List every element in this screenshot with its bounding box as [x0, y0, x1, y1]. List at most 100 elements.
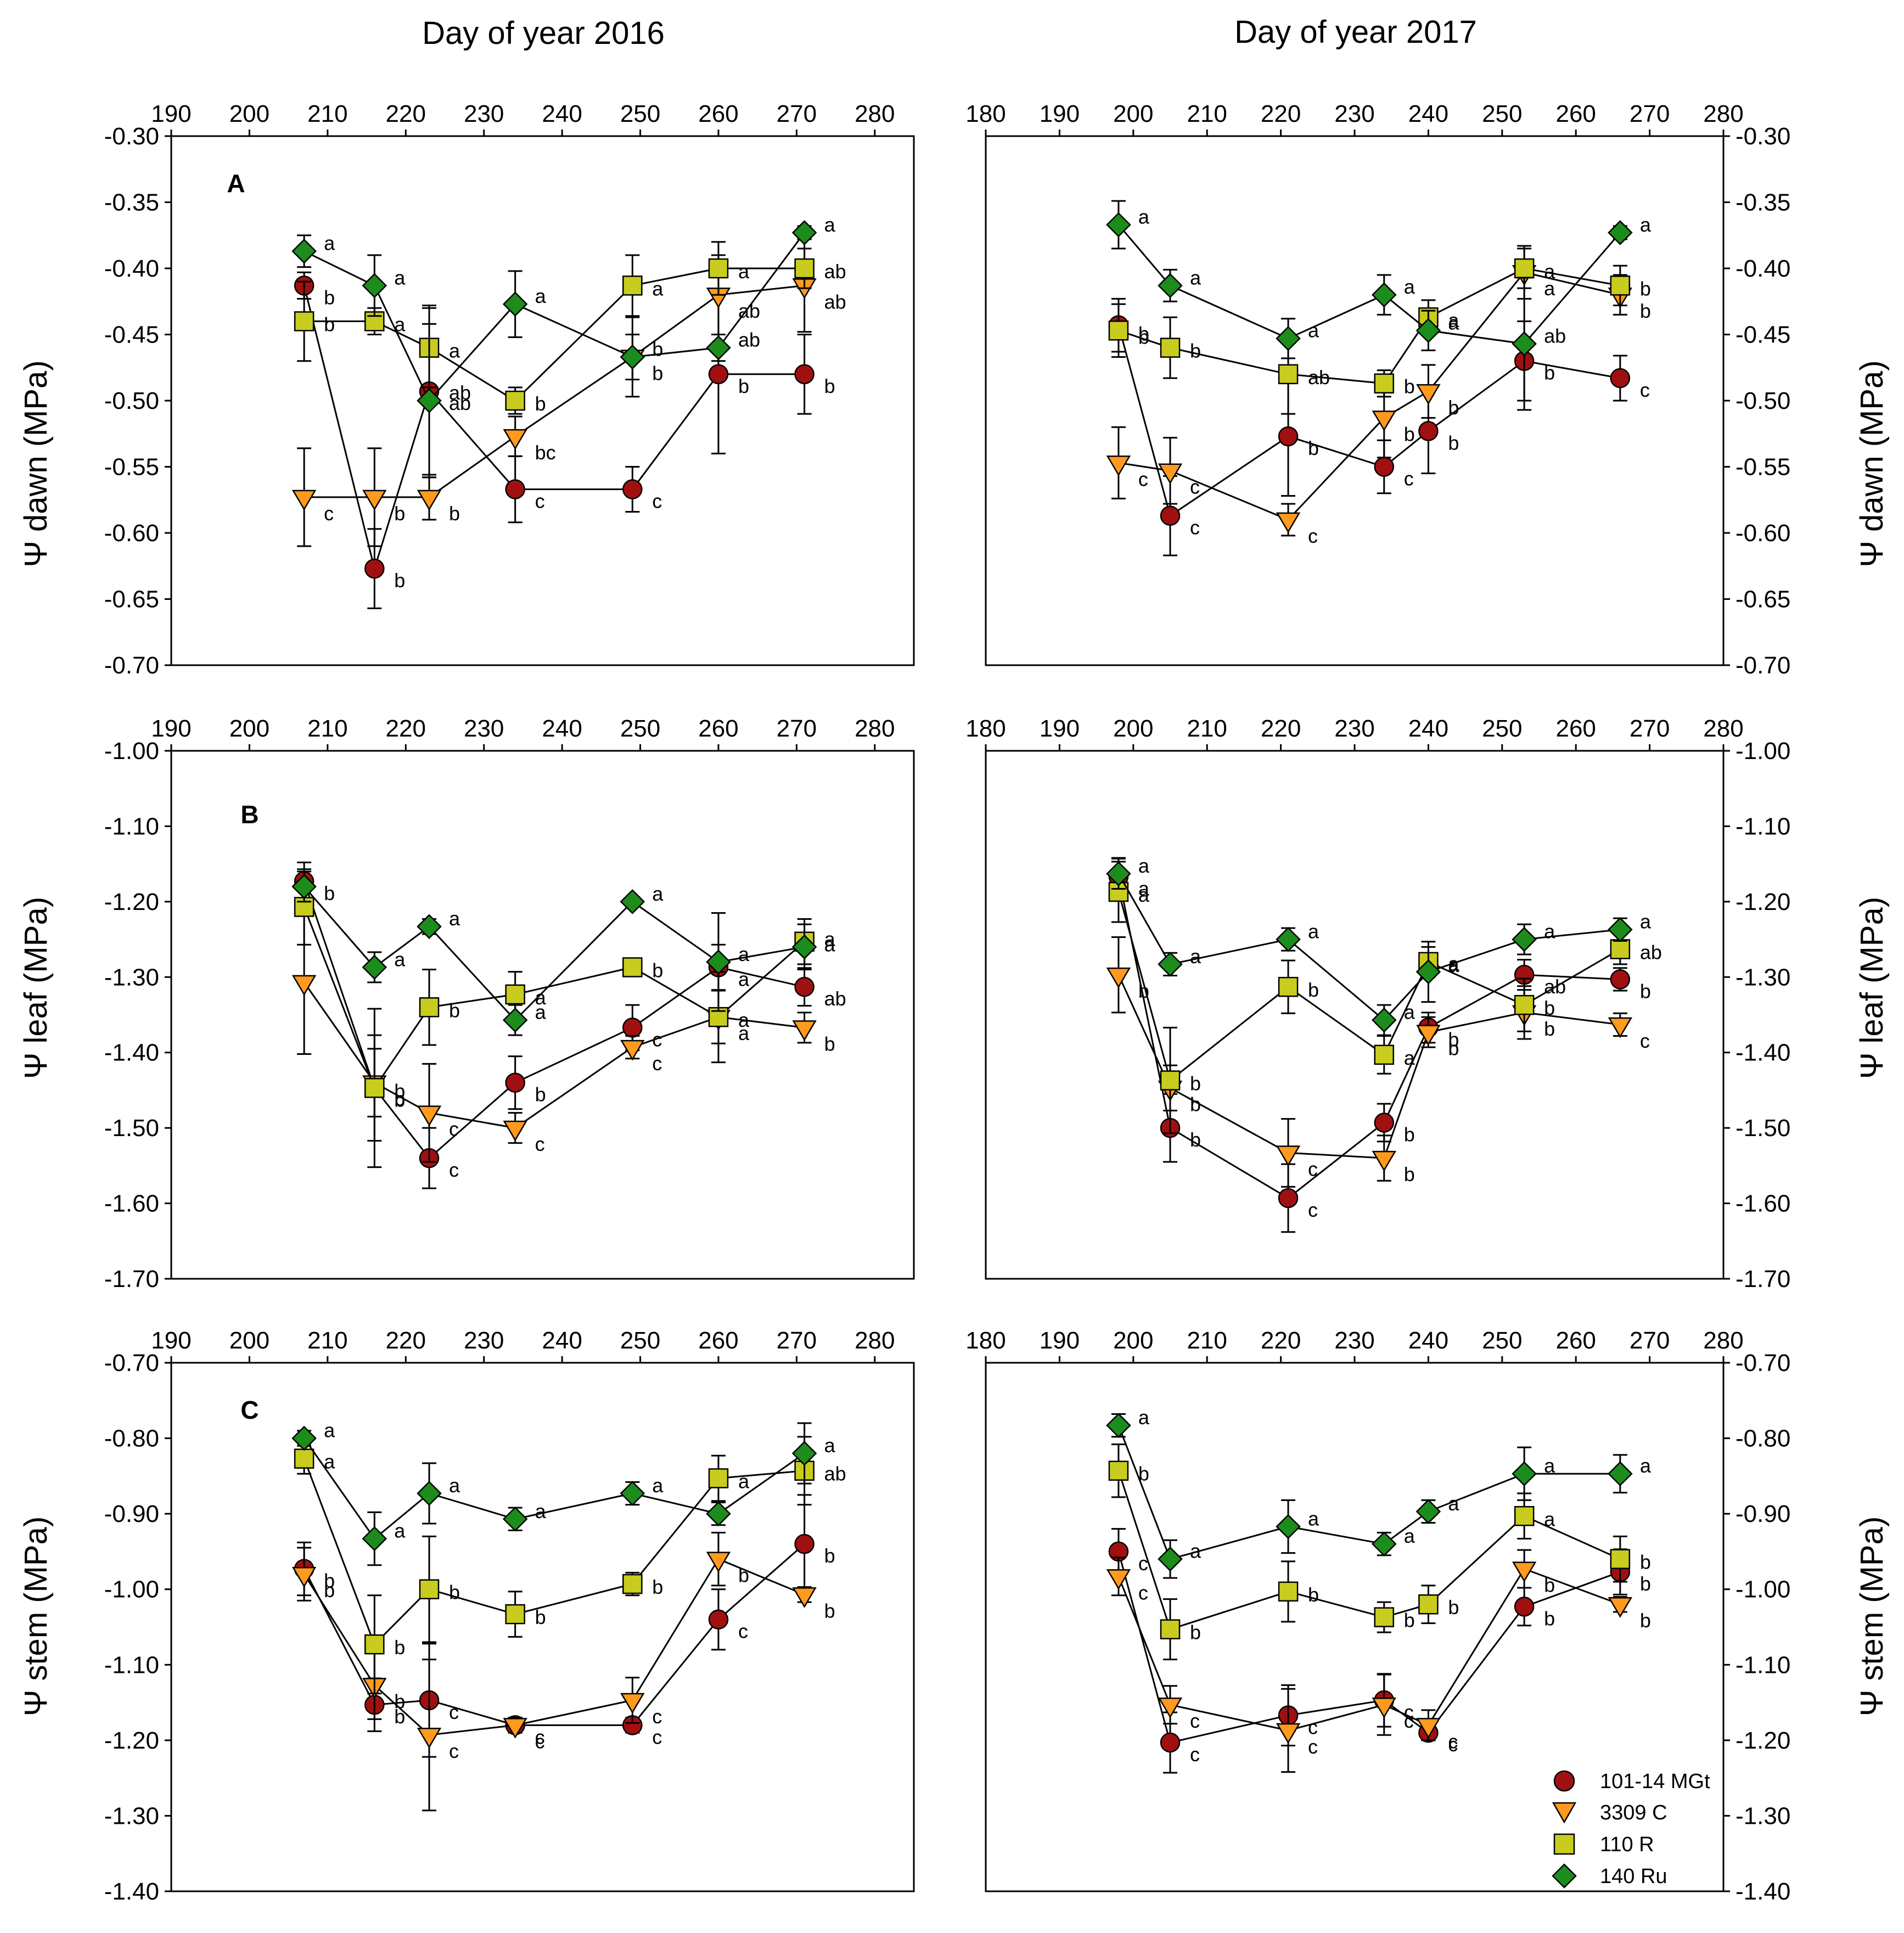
data-point-110-r [1374, 373, 1395, 394]
significance-label: ab [1308, 366, 1330, 389]
significance-label: a [738, 1470, 750, 1492]
significance-label: c [449, 1118, 459, 1140]
legend-item-101-14-mgt: 101-14 MGt [1553, 1770, 1710, 1793]
data-point-101-14-mgt [622, 1018, 643, 1038]
y-tick-label: -1.60 [104, 1190, 159, 1217]
legend-item-110-r: 110 R [1553, 1833, 1654, 1856]
significance-label: b [394, 502, 405, 525]
y-label-leaf-right: Ψ leaf (MPa) [1854, 897, 1890, 1079]
data-point-140-ru [1608, 917, 1633, 942]
significance-label: c [1640, 379, 1650, 401]
data-point-3309-c [291, 490, 317, 511]
y-label-leaf-left: Ψ leaf (MPa) [18, 897, 54, 1079]
data-point-140-ru [1106, 1413, 1131, 1438]
significance-label: a [1640, 911, 1652, 933]
y-tick-label: -1.10 [104, 813, 159, 840]
y-tick-label: -1.40 [1735, 1039, 1790, 1066]
legend-label: 110 R [1600, 1833, 1654, 1856]
significance-label: c [1640, 1030, 1650, 1052]
data-point-3309-c [620, 1693, 645, 1714]
x-tick-label: 220 [386, 100, 426, 127]
panel-label-b: B [240, 800, 259, 829]
significance-label: a [324, 232, 335, 255]
x-tick-label: 270 [777, 1327, 817, 1354]
significance-label: a [1138, 884, 1150, 906]
data-point-110-r [1160, 1070, 1181, 1091]
data-point-140-ru [502, 291, 528, 317]
legend-label: 101-14 MGt [1600, 1770, 1710, 1793]
data-point-101-14-mgt [1278, 1188, 1299, 1209]
y-tick-label: -0.70 [1735, 1350, 1790, 1376]
significance-label: b [1404, 1123, 1415, 1146]
data-point-3309-c [1608, 1017, 1633, 1038]
significance-label: a [1138, 1406, 1150, 1429]
data-point-110-r [505, 1604, 525, 1625]
data-point-3309-c [1106, 456, 1131, 476]
x-tick-label: 260 [698, 1327, 738, 1354]
significance-label: c [535, 490, 545, 512]
significance-label: c [449, 1740, 459, 1762]
data-point-110-r [505, 390, 525, 411]
legend-label: 140 Ru [1600, 1865, 1667, 1888]
data-point-101-14-mgt [708, 1609, 729, 1629]
data-point-110-r [708, 1468, 729, 1488]
significance-label: c [652, 1052, 662, 1075]
data-point-110-r [1374, 1607, 1395, 1627]
plot-frame [170, 750, 915, 1280]
data-point-140-ru [1276, 926, 1301, 952]
y-tick-label: -1.30 [104, 1802, 159, 1829]
panel-a-2017: 180 190 200 210 220 230 240 250 260 270 280-0.30 -0… [965, 100, 1790, 679]
data-point-140-ru [1608, 1461, 1633, 1486]
data-point-110-r [1514, 1506, 1535, 1526]
y-tick-label: -1.20 [1735, 1727, 1790, 1754]
significance-label: b [324, 286, 335, 308]
significance-label: b [1640, 277, 1651, 300]
data-point-140-ru [1512, 1461, 1537, 1486]
significance-label: c [652, 1705, 662, 1728]
significance-label: a [324, 1419, 335, 1442]
data-point-101-14-mgt [794, 364, 815, 385]
significance-label: c [1308, 1199, 1318, 1221]
x-tick-label: 220 [1261, 1327, 1301, 1354]
x-tick-label: 240 [542, 1327, 582, 1354]
significance-label: c [1190, 1743, 1200, 1766]
significance-label: a [738, 943, 750, 965]
y-tick-label: -1.10 [1735, 1651, 1790, 1678]
data-point-140-ru [1276, 325, 1301, 351]
data-point-3309-c [362, 490, 387, 511]
data-point-101-14-mgt [1610, 969, 1631, 990]
data-point-140-ru [706, 1501, 731, 1526]
data-point-3309-c [1158, 463, 1183, 485]
y-tick-label: -0.65 [104, 586, 159, 613]
significance-label: a [1190, 266, 1201, 289]
significance-label: b [394, 1080, 405, 1102]
data-point-140-ru [291, 874, 317, 900]
significance-label: b [738, 1564, 749, 1587]
significance-label: b [738, 375, 749, 397]
x-tick-label: 210 [307, 1327, 347, 1354]
data-point-3309-c [417, 1105, 442, 1127]
significance-label: c [1138, 1552, 1148, 1575]
significance-label: b [1404, 375, 1415, 398]
significance-label: c [449, 1159, 459, 1181]
significance-label: b [824, 1032, 835, 1055]
y-tick-label: -0.70 [1735, 652, 1790, 679]
legend: 101-14 MGt 3309 C 110 R 140 Ru [1552, 1770, 1710, 1889]
data-point-110-r [622, 1574, 643, 1594]
data-point-101-14-mgt [1160, 1732, 1181, 1753]
x-tick-label: 220 [1261, 715, 1301, 742]
legend-marker-circle [1553, 1770, 1575, 1792]
x-tick-label: 260 [698, 715, 738, 742]
y-tick-label: -1.40 [1735, 1878, 1790, 1905]
significance-label: a [1190, 1540, 1201, 1563]
significance-label: b [1190, 1621, 1201, 1644]
significance-label: a [738, 1022, 750, 1044]
significance-label: b [1448, 431, 1459, 454]
significance-label: a [394, 1520, 406, 1542]
data-point-110-r [1278, 976, 1299, 997]
significance-label: b [324, 1579, 335, 1602]
y-tick-label: -1.50 [104, 1115, 159, 1142]
y-tick-label: -1.20 [104, 889, 159, 915]
